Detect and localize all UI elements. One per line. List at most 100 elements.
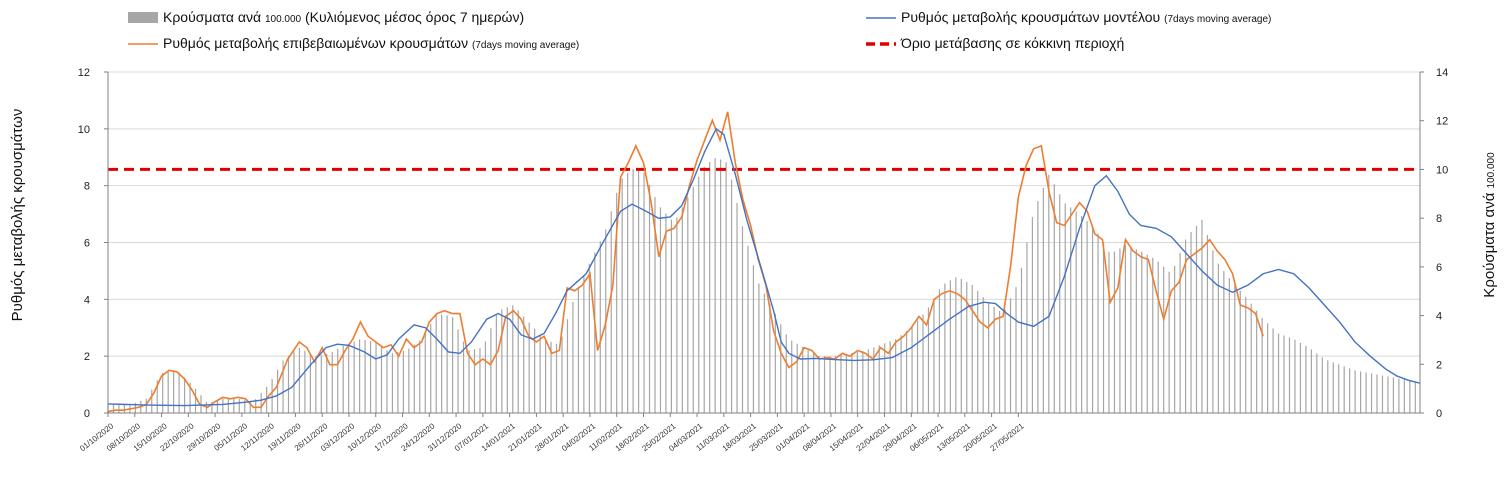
right-y-ticks: 0 2 4 6 8 10 12 14: [1420, 67, 1448, 420]
bar: [1261, 317, 1263, 413]
bar: [1064, 203, 1066, 413]
bar: [1267, 323, 1269, 413]
bar: [599, 241, 601, 413]
bar: [386, 350, 388, 413]
bar: [506, 307, 508, 413]
bar: [583, 275, 585, 413]
left-tick-label: 0: [84, 408, 90, 420]
bar: [955, 277, 957, 413]
bar: [927, 307, 930, 413]
right-axis-title-main: Κρούσματα ανά: [1481, 192, 1498, 297]
bar: [960, 278, 962, 413]
bar: [151, 389, 153, 413]
right-tick-label: 6: [1436, 262, 1442, 274]
bar: [884, 343, 886, 413]
bar: [813, 352, 815, 413]
bar: [424, 333, 426, 413]
bar: [227, 398, 229, 413]
bar: [1338, 364, 1340, 413]
bar: [730, 179, 733, 413]
bar: [687, 197, 689, 413]
bar: [752, 265, 755, 413]
bar: [938, 289, 941, 413]
bar: [1376, 374, 1378, 413]
bar: [1130, 247, 1132, 413]
bar: [1179, 252, 1181, 413]
bar: [523, 316, 525, 413]
bar: [1212, 250, 1214, 413]
left-tick-label: 6: [84, 238, 90, 250]
bar: [1141, 251, 1143, 413]
legend-confirmed-label-small: (7days moving average): [472, 40, 579, 51]
bar: [873, 347, 875, 413]
bar: [627, 172, 629, 413]
bar: [1059, 194, 1061, 413]
bar: [271, 378, 273, 413]
bar: [610, 211, 612, 413]
bar: [796, 343, 798, 413]
bar: [1124, 245, 1126, 413]
svg-text:Ρυθμός μεταβολής επιβεβαιωμένω: Ρυθμός μεταβολής επιβεβαιωμένων κρουσμάτ…: [163, 35, 579, 51]
bar: [577, 288, 580, 413]
bar: [670, 219, 672, 413]
bar: [993, 306, 995, 413]
bar: [473, 349, 476, 413]
bar: [194, 388, 197, 413]
bar: [1414, 381, 1416, 413]
bar: [1327, 360, 1329, 413]
bar: [287, 355, 290, 413]
bar: [331, 351, 333, 413]
bar: [544, 339, 547, 413]
bar: [736, 202, 738, 413]
bar: [1299, 342, 1302, 413]
bar: [807, 349, 809, 413]
bar: [222, 398, 224, 413]
bar: [911, 326, 913, 413]
bar: [785, 334, 787, 413]
bar: [977, 290, 979, 413]
bar: [1053, 184, 1055, 413]
bar: [1277, 333, 1280, 413]
bar: [709, 162, 711, 413]
bar: [342, 345, 344, 413]
bar: [452, 317, 454, 413]
bar: [703, 166, 705, 413]
bar: [1152, 257, 1154, 413]
bar: [692, 187, 694, 413]
bar: [430, 323, 432, 413]
bar: [621, 178, 623, 413]
bar: [216, 400, 218, 413]
bar: [123, 404, 126, 413]
bar: [763, 293, 765, 413]
bar: [741, 226, 744, 413]
bar: [1360, 371, 1362, 413]
bar: [293, 351, 295, 413]
bar: [315, 355, 317, 413]
bar: [949, 280, 951, 413]
legend-bar-label-small: 100.000: [265, 14, 302, 25]
right-tick-label: 0: [1436, 408, 1442, 420]
x-date-labels: 01/10/202008/10/202015/10/202022/10/2020…: [78, 413, 1026, 453]
bar: [643, 172, 645, 413]
bar: [462, 341, 465, 413]
bar: [1272, 328, 1274, 413]
bar: [895, 339, 897, 413]
bar: [1070, 207, 1072, 413]
bar: [681, 207, 683, 413]
bar: [665, 213, 667, 413]
bar: [1091, 226, 1094, 413]
bar: [780, 324, 782, 413]
bar: [1081, 216, 1083, 413]
left-tick-label: 10: [78, 124, 90, 136]
bar: [988, 302, 990, 413]
bar: [1097, 233, 1099, 413]
bar: [183, 377, 186, 413]
bar: [862, 350, 864, 413]
bar: [276, 369, 279, 413]
bar: [1310, 349, 1312, 413]
bar: [457, 329, 459, 413]
right-tick-label: 8: [1436, 213, 1442, 225]
legend-model-label-small: (7days moving average): [1164, 14, 1271, 25]
bar: [1392, 377, 1395, 413]
bar: [698, 176, 700, 413]
